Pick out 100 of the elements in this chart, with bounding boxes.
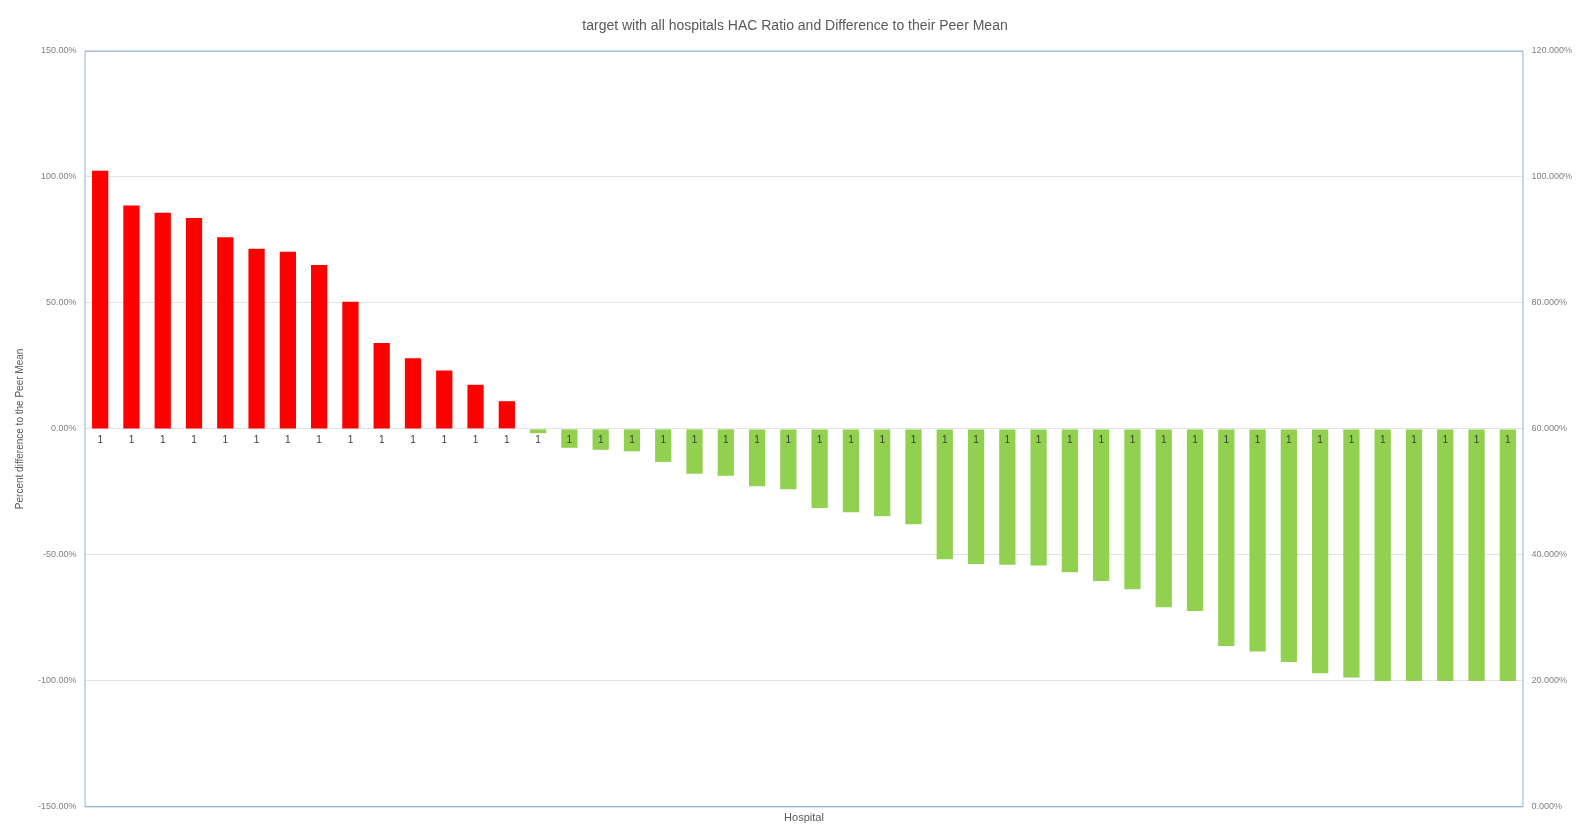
x-tick-label: 1: [1129, 433, 1136, 445]
y2-tick-label: 80.000%: [1531, 297, 1567, 308]
x-tick-label: 1: [1317, 433, 1324, 445]
x-tick-label: 1: [723, 433, 730, 445]
x-tick-label: 1: [1348, 433, 1355, 445]
x-tick-label: 1: [941, 433, 948, 445]
bar: [1249, 429, 1266, 652]
bar: [1437, 429, 1454, 681]
x-tick-label: 1: [191, 433, 198, 445]
bar: [404, 358, 422, 429]
x-tick-label: 1: [973, 433, 980, 445]
bar: [717, 429, 734, 476]
x-tick-label: 1: [1160, 433, 1167, 445]
bar: [123, 205, 140, 429]
x-tick-label: 1: [504, 433, 511, 445]
x-tick-label: 1: [1286, 433, 1293, 445]
bar: [905, 429, 922, 525]
x-tick-label: 1: [410, 433, 417, 445]
bar: [967, 429, 985, 565]
x-tick-label: 1: [1098, 433, 1105, 445]
x-tick-label: 1: [97, 433, 104, 445]
y-tick-label: 50.00%: [46, 297, 77, 308]
x-tick-label: 1: [566, 433, 573, 445]
x-tick-label: 1: [222, 433, 229, 445]
x-tick-label: 1: [472, 433, 479, 445]
bar: [842, 429, 860, 513]
x-tick-label: 1: [1192, 433, 1199, 445]
x-tick-label: 1: [441, 433, 448, 445]
x-tick-label: 1: [285, 433, 292, 445]
x-tick-label: 1: [253, 433, 260, 445]
bar: [936, 429, 953, 560]
bar: [748, 429, 766, 487]
y-tick-label: -100.00%: [38, 675, 77, 686]
bar: [874, 429, 891, 517]
bar: [279, 251, 296, 429]
bar: [217, 237, 234, 429]
x-tick-label: 1: [535, 433, 542, 445]
x-tick-label: 1: [1004, 433, 1011, 445]
x-tick-label: 1: [597, 433, 604, 445]
y-tick-label: -150.00%: [38, 801, 77, 812]
y-tick-label: -50.00%: [43, 549, 77, 560]
x-tick-label: 1: [347, 433, 354, 445]
y2-tick-label: 20.000%: [1531, 675, 1567, 686]
bar: [1155, 429, 1172, 608]
bar: [655, 429, 672, 462]
bar: [436, 370, 453, 429]
bar: [811, 429, 828, 509]
x-tick-label: 1: [1223, 433, 1230, 445]
y2-tick-label: 100.000%: [1531, 171, 1573, 182]
bar: [248, 248, 265, 429]
bar: [623, 429, 641, 452]
bar: [1218, 429, 1235, 646]
bar: [154, 212, 171, 429]
bar: [498, 401, 515, 429]
y2-tick-label: 120.000%: [1531, 45, 1573, 56]
bar: [185, 217, 203, 429]
x-tick-label: 1: [1442, 433, 1449, 445]
bar: [1030, 429, 1047, 566]
x-tick-label: 1: [1254, 433, 1261, 445]
x-tick-label: 1: [1067, 433, 1074, 445]
x-tick-label: 1: [816, 433, 823, 445]
x-tick-label: 1: [848, 433, 855, 445]
x-tick-label: 1: [128, 433, 135, 445]
x-tick-label: 1: [660, 433, 667, 445]
y-tick-label: 0.00%: [51, 423, 77, 434]
bar: [1186, 429, 1204, 611]
bar: [1343, 429, 1360, 678]
bar: [373, 342, 390, 429]
x-tick-label: 1: [629, 433, 636, 445]
x-tick-label: 1: [910, 433, 917, 445]
x-tick-label: 1: [316, 433, 323, 445]
y-axis-title: Percent difference to the Peer Mean: [13, 348, 25, 510]
x-tick-label: 1: [879, 433, 886, 445]
bar: [311, 265, 328, 429]
bar: [1405, 429, 1423, 681]
y2-tick-label: 60.000%: [1531, 423, 1567, 434]
x-axis-title: Hospital: [784, 810, 824, 823]
x-tick-label: 1: [1411, 433, 1418, 445]
bar: [1499, 429, 1516, 681]
bar: [1061, 429, 1079, 573]
bar: [529, 429, 547, 434]
x-tick-label: 1: [754, 433, 761, 445]
x-tick-label: 1: [1505, 433, 1512, 445]
chart-title: target with all hospitals HAC Ratio and Difference to their Peer Mean: [582, 17, 1008, 34]
bar: [780, 429, 797, 490]
x-tick-label: 1: [378, 433, 385, 445]
bar: [561, 429, 578, 448]
bar: [1312, 429, 1329, 674]
x-tick-label: 1: [1035, 433, 1042, 445]
y2-tick-label: 0.000%: [1531, 801, 1562, 812]
x-tick-label: 1: [785, 433, 792, 445]
bar: [1468, 429, 1485, 681]
bar: [1374, 429, 1391, 681]
y2-tick-label: 40.000%: [1531, 549, 1567, 560]
bar: [92, 170, 109, 429]
bar: [1280, 429, 1297, 663]
bar: [342, 301, 359, 429]
bar: [592, 429, 609, 450]
bar: [467, 384, 484, 429]
x-tick-label: 1: [691, 433, 698, 445]
